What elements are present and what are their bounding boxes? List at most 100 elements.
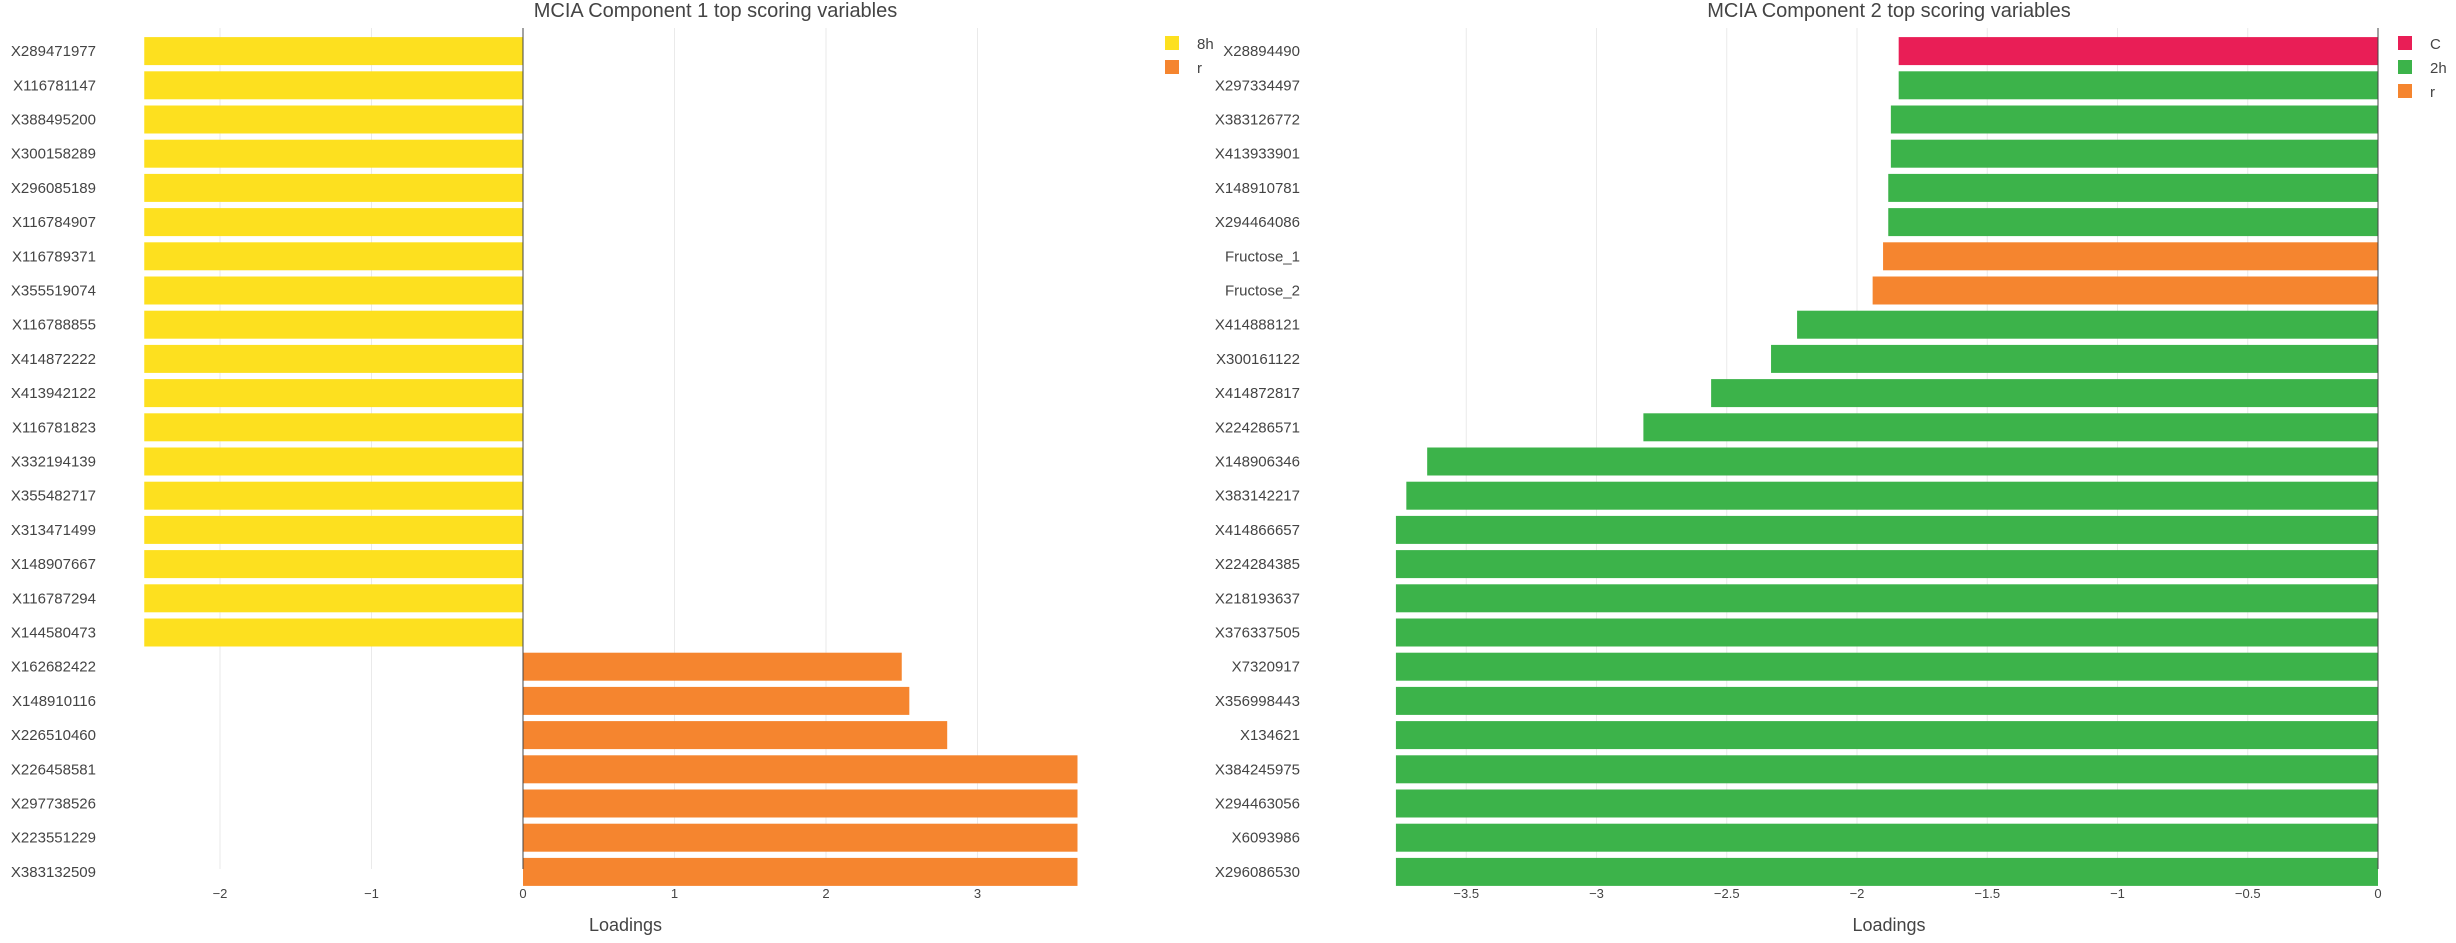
bar (144, 71, 523, 100)
x-tick-label: −0.5 (2235, 886, 2261, 901)
x-tick-label: 0 (519, 886, 526, 901)
bar (144, 344, 523, 373)
y-tick-label: X414866657 (1215, 522, 1300, 539)
x-tick-label: 2 (822, 886, 829, 901)
y-tick-label: X148910781 (1215, 180, 1300, 197)
y-tick-label: X28894490 (1223, 43, 1300, 60)
bar (1771, 344, 2378, 373)
x-tick-label: 1 (671, 886, 678, 901)
bar (523, 857, 1078, 886)
bar (144, 447, 523, 476)
y-tick-label: Fructose_1 (1225, 248, 1300, 265)
y-tick-label: X297334497 (1215, 77, 1300, 94)
bar (523, 755, 1078, 784)
legend-swatch (1165, 36, 1179, 50)
bar (1888, 208, 2378, 237)
legend-label: 2h (2430, 60, 2447, 77)
x-tick-label: −2 (1850, 886, 1865, 901)
y-tick-label: X355519074 (11, 283, 96, 300)
x-tick-label: −3 (1589, 886, 1604, 901)
bar (1395, 652, 2378, 681)
y-tick-label: X300161122 (1216, 351, 1300, 368)
bar (523, 789, 1078, 818)
legend-label: r (2430, 84, 2435, 101)
bar (144, 208, 523, 237)
y-tick-label: X356998443 (1215, 693, 1300, 710)
y-tick-label: X223551229 (11, 830, 96, 847)
legend-swatch (2398, 84, 2412, 98)
bar (144, 37, 523, 66)
y-tick-label: X332194139 (11, 454, 96, 471)
y-tick-label: X388495200 (11, 112, 96, 129)
bar (1395, 686, 2378, 715)
x-tick-label: −1.5 (1974, 886, 2000, 901)
y-tick-label: X289471977 (11, 43, 96, 60)
bar (1890, 139, 2378, 168)
y-tick-label: X144580473 (11, 625, 96, 642)
y-tick-label: X376337505 (1215, 625, 1300, 642)
y-tick-label: X134621 (1240, 727, 1300, 744)
y-tick-label: X414872222 (11, 351, 96, 368)
y-tick-label: X148906346 (1215, 454, 1300, 471)
bar (1395, 721, 2378, 750)
y-tick-label: X148907667 (11, 556, 96, 573)
y-tick-label: X226510460 (11, 727, 96, 744)
bar (1872, 276, 2378, 305)
y-tick-label: X224286571 (1215, 419, 1300, 436)
bar (144, 413, 523, 442)
y-tick-label: X413942122 (11, 385, 96, 402)
bar (144, 618, 523, 647)
y-tick-label: X297738526 (11, 796, 96, 813)
bar (1898, 71, 2378, 100)
x-tick-label: 0 (2374, 886, 2381, 901)
bar (1395, 755, 2378, 784)
bar (1883, 242, 2378, 271)
y-tick-label: X383126772 (1215, 112, 1300, 129)
y-tick-label: X296086530 (1215, 864, 1300, 881)
legend-swatch (2398, 60, 2412, 74)
y-tick-label: X226458581 (11, 761, 96, 778)
y-tick-label: X383142217 (1215, 488, 1300, 505)
x-tick-label: −3.5 (1453, 886, 1479, 901)
bar (144, 276, 523, 305)
bar (144, 379, 523, 408)
y-tick-label: X7320917 (1232, 659, 1300, 676)
chart-title: MCIA Component 2 top scoring variables (1707, 0, 2071, 22)
y-tick-label: X384245975 (1215, 761, 1300, 778)
x-tick-label: −2.5 (1714, 886, 1740, 901)
bar (144, 139, 523, 168)
y-tick-label: X116788855 (12, 317, 96, 334)
y-tick-label: Fructose_2 (1225, 283, 1300, 300)
y-tick-label: X383132509 (11, 864, 96, 881)
chart-panel-2: MCIA Component 2 top scoring variables X2… (1215, 0, 2447, 935)
legend-swatch (1165, 60, 1179, 74)
bar (1890, 105, 2378, 134)
bar (523, 686, 910, 715)
y-tick-label: X294463056 (1215, 796, 1300, 813)
y-tick-label: X224284385 (1215, 556, 1300, 573)
bar (144, 481, 523, 510)
chart-panel-1: MCIA Component 1 top scoring variables X2… (11, 0, 1214, 935)
y-tick-label: X116789371 (12, 248, 96, 265)
y-tick-label: X116781147 (13, 77, 96, 94)
x-tick-label: −1 (2110, 886, 2125, 901)
bar (523, 721, 948, 750)
x-axis-label: Loadings (1852, 915, 1925, 935)
x-tick-label: −2 (213, 886, 228, 901)
y-tick-label: X414888121 (1215, 317, 1300, 334)
bar (1395, 823, 2378, 852)
bar (1395, 789, 2378, 818)
bar (1406, 481, 2378, 510)
bar (144, 310, 523, 339)
bar (1643, 413, 2378, 442)
bar (144, 173, 523, 202)
bar (144, 242, 523, 271)
x-tick-label: 3 (974, 886, 981, 901)
y-tick-label: X414872817 (1215, 385, 1300, 402)
bar (1395, 584, 2378, 613)
bar (1427, 447, 2378, 476)
bar (144, 515, 523, 544)
y-tick-label: X413933901 (1215, 146, 1300, 163)
bar (1395, 857, 2378, 886)
